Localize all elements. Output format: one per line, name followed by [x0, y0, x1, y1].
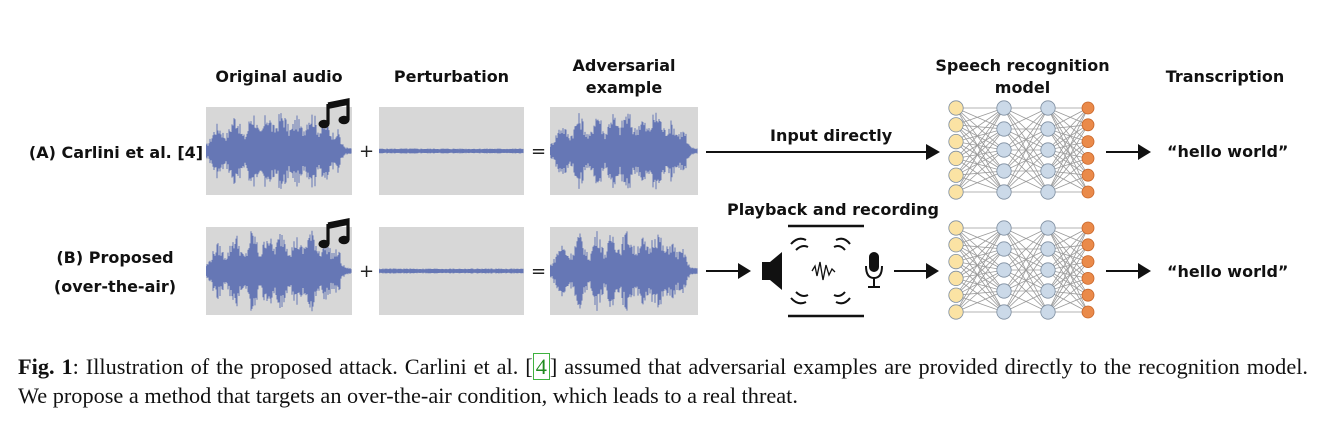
header-adversarial-line2: example [585, 78, 663, 97]
recording-arrow [894, 263, 939, 279]
header-transcription: Transcription [1165, 67, 1285, 86]
row-a-adversarial-panel [550, 107, 698, 195]
speaker-icon [762, 252, 782, 290]
speech-recognition-model-b [948, 220, 1095, 320]
row-a-equals-sign: = [531, 141, 547, 162]
figure-label: Fig. 1 [18, 354, 73, 379]
output-arrow-b [1106, 263, 1151, 279]
header-model-line1: Speech recognition [935, 56, 1110, 75]
citation-link[interactable]: 4 [532, 353, 550, 380]
output-arrow-a [1106, 144, 1151, 160]
music-note-icon [318, 98, 350, 129]
row-a-label-line1: (A) Carlini et al. [4] [28, 143, 204, 162]
row-a-label: (A) Carlini et al. [4] [18, 138, 214, 167]
row-b-label-line2: (over-the-air) [53, 277, 177, 296]
row-a-plus-sign: + [359, 141, 375, 162]
header-perturbation: Perturbation [393, 67, 510, 86]
caption-text: : Illustration of the proposed attack. C… [72, 354, 526, 379]
sound-wave-icon [790, 237, 851, 305]
row-b-label-line1-text: (B) Proposed [56, 248, 174, 267]
header-adversarial-line1: Adversarial [572, 56, 676, 75]
input-directly-arrow [706, 144, 940, 160]
header-model-line2: model [994, 78, 1051, 97]
waveform-original-a [206, 113, 352, 189]
playback-recording-label: Playback and recording [727, 200, 939, 219]
row-a-perturbation-panel [379, 107, 524, 195]
header-adversarial-example: Adversarial example [550, 55, 698, 99]
transcription-b: “hello world” [1167, 262, 1289, 281]
row-b-equals-sign: = [531, 261, 547, 282]
music-note-icon [318, 218, 350, 249]
figure-caption: Fig. 1: Illustration of the proposed att… [18, 353, 1309, 408]
header-speech-recognition-model: Speech recognition model [925, 55, 1120, 99]
row-b-original-audio-panel [206, 227, 352, 315]
waveform-perturbation-b [379, 268, 524, 274]
microphone-icon [865, 252, 883, 288]
transcription-a: “hello world” [1167, 142, 1289, 161]
row-b-adversarial-panel [550, 227, 698, 315]
header-original-audio: Original audio [215, 67, 343, 86]
playback-arrow [706, 263, 751, 279]
speech-recognition-model-a [948, 100, 1095, 200]
waveform-perturbation-a [379, 148, 524, 154]
playback-recording-device [762, 224, 883, 318]
input-directly-label: Input directly [770, 126, 893, 145]
waveform-adversarial-a [550, 112, 698, 190]
row-b-perturbation-panel [379, 227, 524, 315]
caption-text-after: assumed that adversarial examples are pr… [18, 354, 1309, 408]
row-b-plus-sign: + [359, 261, 375, 282]
waveform-original-b [206, 230, 352, 312]
row-b-label: (A) Carlini et al. [4] (B) Proposed (ove… [30, 243, 200, 301]
waveform-adversarial-b [550, 231, 698, 311]
